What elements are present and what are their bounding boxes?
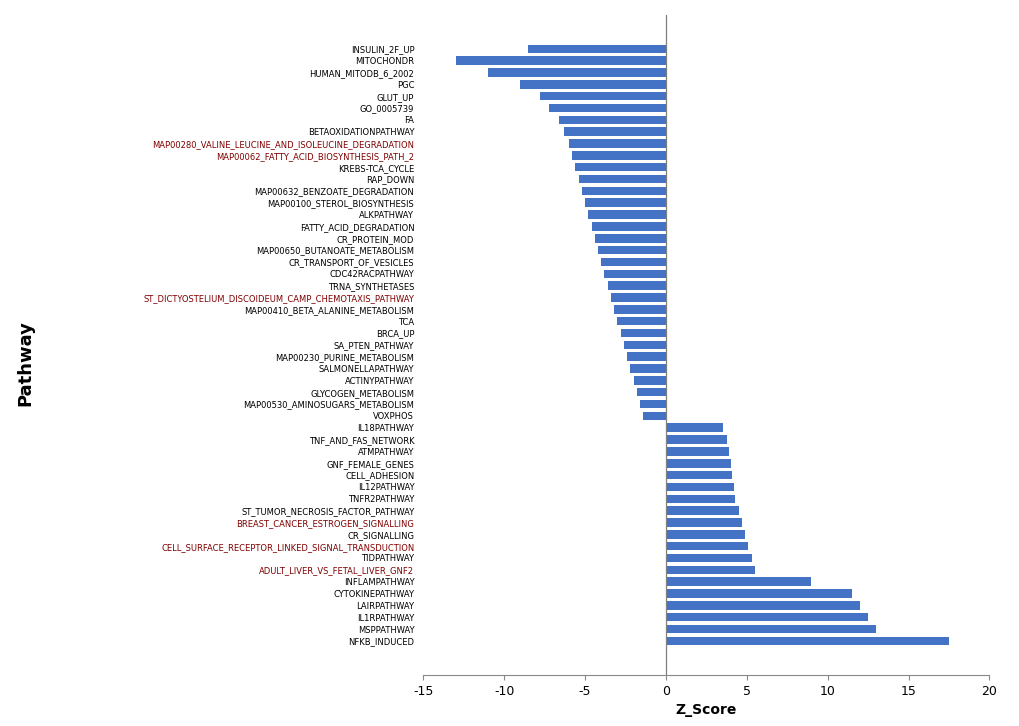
Bar — [665, 625, 875, 633]
Bar — [549, 104, 665, 113]
Bar — [591, 222, 665, 231]
Bar — [665, 483, 733, 492]
Bar — [643, 412, 665, 420]
Bar — [487, 68, 665, 77]
Bar — [636, 388, 665, 396]
Bar — [594, 234, 665, 242]
Bar — [581, 187, 665, 195]
Bar — [455, 57, 665, 65]
Bar — [665, 447, 729, 456]
Bar — [578, 175, 665, 184]
Bar — [564, 128, 665, 136]
Bar — [569, 139, 665, 148]
Bar — [600, 258, 665, 266]
Bar — [607, 282, 665, 290]
Bar — [665, 436, 727, 444]
Bar — [520, 80, 665, 89]
Bar — [572, 151, 665, 160]
Bar — [630, 364, 665, 372]
Bar — [665, 518, 741, 527]
Bar — [665, 590, 851, 597]
Bar — [665, 459, 730, 468]
Text: Pathway: Pathway — [16, 320, 35, 406]
Bar — [665, 637, 948, 645]
Bar — [539, 92, 665, 100]
Bar — [613, 305, 665, 314]
Bar — [665, 554, 751, 562]
Bar — [575, 163, 665, 171]
Bar — [616, 317, 665, 325]
X-axis label: Z_Score: Z_Score — [675, 703, 737, 717]
Bar — [633, 376, 665, 385]
Bar — [610, 293, 665, 302]
Bar — [665, 542, 748, 550]
Bar — [597, 246, 665, 254]
Bar — [665, 601, 859, 610]
Bar — [528, 44, 665, 53]
Bar — [620, 329, 665, 338]
Bar — [665, 613, 867, 621]
Bar — [558, 115, 665, 124]
Bar — [665, 423, 721, 432]
Bar — [665, 506, 738, 515]
Bar — [604, 269, 665, 278]
Bar — [665, 530, 745, 539]
Bar — [665, 471, 732, 479]
Bar — [627, 352, 665, 361]
Bar — [665, 577, 811, 586]
Bar — [624, 340, 665, 349]
Bar — [665, 566, 754, 574]
Bar — [639, 400, 665, 408]
Bar — [588, 211, 665, 219]
Bar — [665, 494, 735, 503]
Bar — [585, 198, 665, 207]
